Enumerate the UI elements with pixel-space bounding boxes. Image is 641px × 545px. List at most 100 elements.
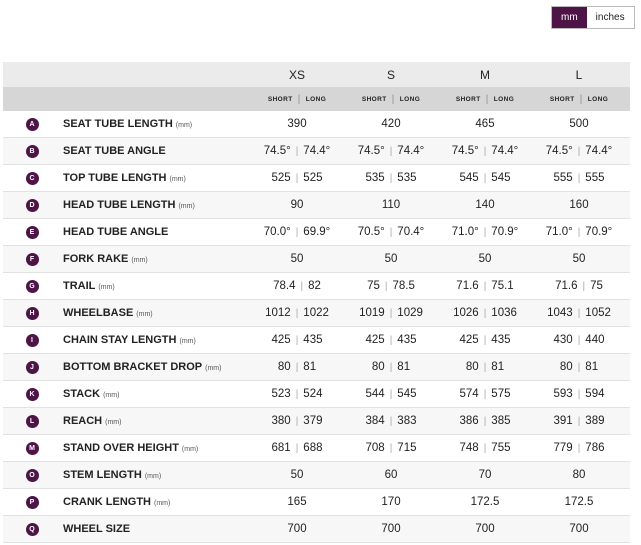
letter-cell: F (3, 252, 63, 266)
long-value: 435 (491, 334, 511, 346)
separator: | (295, 145, 299, 157)
label-text: HEAD TUBE ANGLE (63, 226, 169, 238)
short-label: SHORT (361, 95, 387, 103)
value: 700 (569, 523, 589, 535)
value: 50 (572, 253, 586, 265)
value-cell: 681 | 688 (250, 442, 344, 454)
short-value: 80 (371, 361, 385, 373)
separator: | (389, 307, 393, 319)
value-cell: 90 (250, 199, 344, 211)
letter-cell: I (3, 333, 63, 347)
short-value: 75 (367, 280, 380, 292)
value-cell: 70.0° | 69.9° (250, 226, 344, 238)
short-value: 386 (459, 415, 479, 427)
mm-button[interactable]: mm (552, 7, 587, 28)
value-cell: 165 (250, 496, 344, 508)
separator: | (483, 280, 487, 292)
short-value: 1026 (453, 307, 479, 319)
value: 170 (381, 496, 401, 508)
value-cell: 523 | 524 (250, 388, 344, 400)
long-value: 435 (303, 334, 323, 346)
separator: | (577, 415, 581, 427)
value-cell: 390 (250, 118, 344, 130)
long-value: 81 (397, 361, 411, 373)
value: 50 (478, 253, 492, 265)
label-text: WHEELBASE (63, 307, 134, 319)
letter-badge: E (25, 225, 39, 239)
long-value: 70.9° (491, 226, 519, 238)
table-row: B SEAT TUBE ANGLE 74.5° | 74.4° 74.5° | 74.4° 74… (3, 138, 630, 165)
short-value: 380 (271, 415, 291, 427)
value-cell: 80 | 81 (438, 361, 532, 373)
separator: | (389, 361, 393, 373)
row-label: BOTTOM BRACKET DROP (mm) (63, 361, 250, 373)
value-cell: 80 | 81 (344, 361, 438, 373)
separator: | (295, 442, 299, 454)
long-label: LONG (493, 95, 515, 103)
short-value: 535 (365, 172, 385, 184)
short-value: 74.5° (263, 145, 291, 157)
value: 90 (290, 199, 304, 211)
long-value: 389 (585, 415, 605, 427)
separator: | (295, 307, 299, 319)
separator: | (483, 442, 487, 454)
unit-text: (mm) (131, 257, 148, 264)
value: 140 (475, 199, 495, 211)
label-text: SEAT TUBE ANGLE (63, 145, 166, 157)
short-value: 430 (553, 334, 573, 346)
row-label: STAND OVER HEIGHT (mm) (63, 442, 250, 454)
value-cell: 140 (438, 199, 532, 211)
inches-button[interactable]: inches (595, 12, 625, 23)
separator: | (483, 334, 487, 346)
long-value: 1029 (397, 307, 423, 319)
long-value: 545 (397, 388, 417, 400)
label-text: STEM LENGTH (63, 469, 142, 481)
short-value: 74.5° (545, 145, 573, 157)
row-label: WHEEL SIZE (63, 523, 250, 535)
value-cell: 555 | 555 (532, 172, 626, 184)
long-value: 69.9° (303, 226, 331, 238)
value-cell: 391 | 389 (532, 415, 626, 427)
geometry-table: XS S M L SHORT | LONG SHORT | LONG SHORT | LONG SHORT… (3, 62, 630, 543)
table-row: K STACK (mm) 523 | 524 544 | 545 574 | 575 593 | 594 (3, 381, 630, 408)
long-value: 555 (585, 172, 605, 184)
separator: | (389, 334, 393, 346)
row-label: CRANK LENGTH (mm) (63, 496, 250, 508)
unit-text: (mm) (175, 122, 193, 129)
row-label: SEAT TUBE ANGLE (63, 145, 250, 157)
unit-text: (mm) (105, 419, 122, 426)
header-row: XS S M L (3, 62, 630, 87)
short-value: 391 (553, 415, 573, 427)
value-cell: 50 (250, 469, 344, 481)
value-cell: 593 | 594 (532, 388, 626, 400)
short-value: 523 (271, 388, 291, 400)
short-value: 425 (365, 334, 385, 346)
value: 70 (478, 469, 492, 481)
long-value: 755 (491, 442, 511, 454)
value: 60 (384, 469, 398, 481)
value-cell: 384 | 383 (344, 415, 438, 427)
long-value: 75.1 (491, 280, 514, 292)
table-row: Q WHEEL SIZE 700 700 700 700 (3, 516, 630, 543)
long-value: 1052 (585, 307, 611, 319)
letter-badge: O (25, 468, 39, 482)
letter-cell: A (3, 117, 63, 131)
long-label: LONG (587, 95, 609, 103)
value-cell: 535 | 535 (344, 172, 438, 184)
subheader-row: SHORT | LONG SHORT | LONG SHORT | LONG SHORT | LONG (3, 87, 630, 111)
separator: | (389, 172, 393, 184)
short-value: 425 (459, 334, 479, 346)
row-label: STEM LENGTH (mm) (63, 469, 250, 481)
long-value: 81 (303, 361, 317, 373)
value: 700 (381, 523, 401, 535)
value-cell: 50 (438, 253, 532, 265)
long-value: 1036 (491, 307, 517, 319)
value-cell: 545 | 545 (438, 172, 532, 184)
value: 465 (475, 118, 495, 130)
long-value: 383 (397, 415, 417, 427)
short-value: 71.0° (545, 226, 573, 238)
value-cell: 50 (250, 253, 344, 265)
short-value: 70.0° (263, 226, 291, 238)
short-value: 1012 (265, 307, 291, 319)
short-value: 78.4 (273, 280, 296, 292)
